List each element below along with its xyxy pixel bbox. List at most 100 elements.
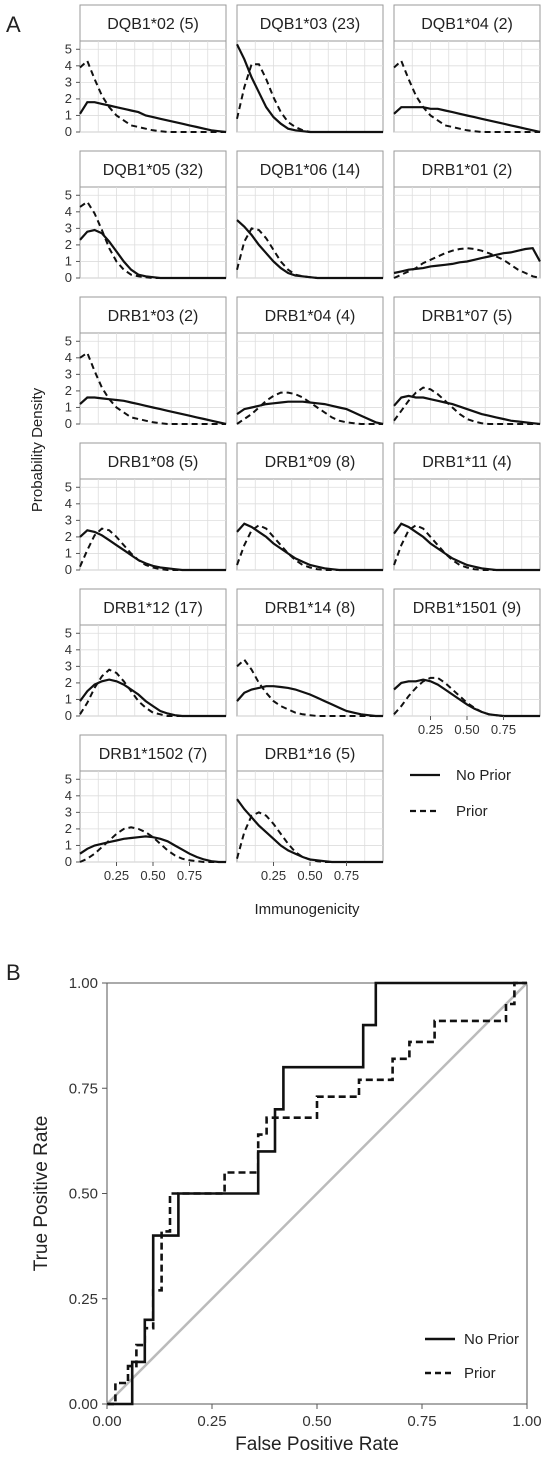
y-tick-label: 3	[65, 804, 72, 819]
density-line-no-prior	[79, 678, 226, 718]
y-tick-label: 1	[65, 691, 72, 706]
facet-strip	[393, 296, 541, 334]
density-line-no-prior	[236, 685, 383, 718]
facet-strip	[393, 588, 541, 626]
facet-title: DRB1*14 (8)	[265, 600, 356, 617]
density-line-prior	[79, 826, 226, 863]
facet-title: DRB1*1502 (7)	[99, 746, 208, 763]
facet: DRB1*08 (5) 0 12 34 5	[65, 442, 227, 577]
x-tick-label: 0.50	[297, 868, 322, 883]
facet: DRB1*14 (8)	[236, 588, 384, 718]
y-tick-label: 5	[65, 479, 72, 494]
legend-label: Prior	[456, 803, 488, 820]
facet: DRB1*16 (5) 0.25 0.50 0.75	[236, 734, 384, 883]
facet: DRB1*07 (5)	[393, 296, 541, 426]
y-tick-label: 1	[65, 253, 72, 268]
y-axis-title: Probability Density	[29, 387, 46, 512]
density-line-no-prior	[79, 396, 227, 426]
y-tick-label: 5	[65, 771, 72, 786]
facet-title: DQB1*06 (14)	[260, 162, 361, 179]
facet-title: DRB1*04 (4)	[265, 308, 356, 325]
y-tick-label: 3	[65, 658, 72, 673]
facet: DRB1*09 (8)	[236, 442, 384, 572]
facet-strip	[236, 588, 384, 626]
x-tick-label: 0.50	[454, 722, 479, 737]
x-tick-label: 0.75	[177, 868, 202, 883]
density-line-prior	[236, 658, 383, 717]
facet: DRB1*12 (17) 0 12 34 5	[65, 588, 227, 723]
density-line-no-prior	[79, 228, 226, 280]
y-tick-label: 2	[65, 91, 72, 106]
legend-label: Prior	[464, 1365, 496, 1382]
facet-strip	[393, 4, 541, 42]
density-line-no-prior	[236, 400, 384, 426]
y-tick-label: 1.00	[69, 975, 98, 992]
facet-title: DRB1*09 (8)	[265, 454, 356, 471]
facet-strip	[79, 588, 227, 626]
facet-title: DQB1*03 (23)	[260, 16, 361, 33]
diagonal-reference-line	[106, 982, 528, 1405]
facet: DRB1*04 (4)	[236, 296, 384, 426]
facet-strip	[79, 4, 227, 42]
facet-title: DQB1*02 (5)	[107, 16, 199, 33]
y-tick-label: 0	[65, 708, 72, 723]
facet: DQB1*03 (23)	[236, 4, 384, 134]
panel-b-label: B	[6, 960, 21, 985]
facet-strip	[393, 442, 541, 480]
facet: DRB1*11 (4)	[393, 442, 541, 572]
y-tick-label: 4	[65, 204, 72, 219]
y-tick-label: 0.50	[69, 1186, 98, 1203]
density-line-no-prior	[236, 219, 383, 280]
y-tick-label: 1	[65, 545, 72, 560]
y-tick-label: 2	[65, 237, 72, 252]
x-tick-label: 1.00	[512, 1413, 541, 1430]
y-tick-label: 3	[65, 366, 72, 381]
legend: No Prior Prior	[410, 767, 511, 820]
facet: DQB1*05 (32) 0 12 34 5	[65, 150, 227, 285]
y-tick-label: 1	[65, 399, 72, 414]
density-line-prior	[79, 527, 226, 571]
y-tick-label: 5	[65, 333, 72, 348]
x-tick-label: 0.75	[491, 722, 516, 737]
density-line-no-prior	[236, 798, 383, 864]
x-tick-label: 0.75	[334, 868, 359, 883]
facet-title: DRB1*1501 (9)	[413, 600, 522, 617]
y-tick-label: 0	[65, 562, 72, 577]
density-line-prior	[393, 247, 541, 279]
x-tick-label: 0.00	[92, 1413, 121, 1430]
y-tick-label: 0	[65, 416, 72, 431]
y-tick-label: 2	[65, 383, 72, 398]
facet-title: DRB1*11 (4)	[422, 454, 512, 471]
y-tick-label: 5	[65, 187, 72, 202]
facet-strip	[236, 4, 384, 42]
y-tick-label: 4	[65, 58, 72, 73]
facet-strip	[79, 734, 227, 772]
x-axis-title: Immunogenicity	[254, 901, 360, 918]
roc-line-no-prior	[107, 981, 527, 1406]
density-line-no-prior	[236, 522, 383, 572]
panel-a-label: A	[6, 12, 21, 37]
facet-title: DRB1*16 (5)	[265, 746, 356, 763]
facet: DRB1*01 (2)	[393, 150, 541, 279]
density-line-prior	[79, 59, 226, 133]
facet-title: DRB1*07 (5)	[422, 308, 513, 325]
y-tick-label: 2	[65, 675, 72, 690]
density-line-prior	[393, 59, 540, 133]
facet-strip	[79, 442, 227, 480]
facet: DRB1*03 (2) 0 12 34 5	[65, 296, 227, 431]
y-tick-label: 3	[65, 74, 72, 89]
facet-strip	[79, 150, 227, 188]
x-tick-label: 0.25	[261, 868, 286, 883]
facet-title: DRB1*08 (5)	[108, 454, 199, 471]
facet-strip	[236, 442, 384, 480]
density-line-no-prior	[79, 529, 226, 572]
facet-strip	[393, 150, 541, 188]
facet: DQB1*06 (14)	[236, 150, 384, 280]
y-tick-label: 0.25	[69, 1291, 98, 1308]
y-tick-label: 3	[65, 220, 72, 235]
y-tick-label: 5	[65, 41, 72, 56]
facet-strip	[79, 296, 227, 334]
y-tick-label: 4	[65, 496, 72, 511]
density-line-no-prior	[79, 835, 226, 864]
facet-title: DQB1*05 (32)	[103, 162, 204, 179]
